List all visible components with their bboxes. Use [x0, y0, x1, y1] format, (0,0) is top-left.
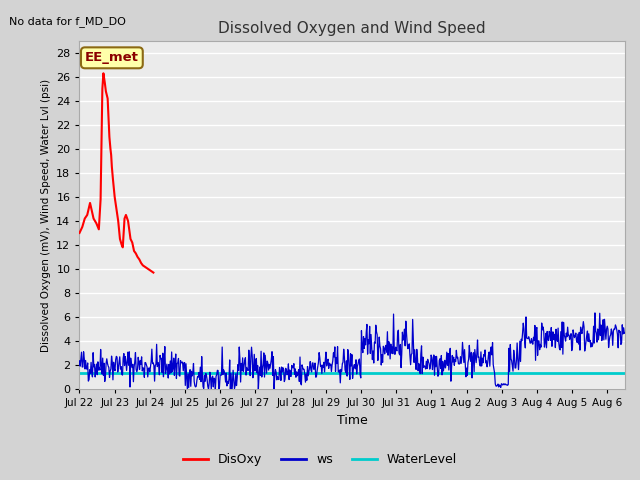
- Title: Dissolved Oxygen and Wind Speed: Dissolved Oxygen and Wind Speed: [218, 21, 486, 36]
- Legend: DisOxy, ws, WaterLevel: DisOxy, ws, WaterLevel: [178, 448, 462, 471]
- X-axis label: Time: Time: [337, 414, 367, 427]
- Text: EE_met: EE_met: [85, 51, 139, 64]
- Y-axis label: Dissolved Oxygen (mV), Wind Speed, Water Lvl (psi): Dissolved Oxygen (mV), Wind Speed, Water…: [41, 78, 51, 351]
- Text: No data for f_MD_DO: No data for f_MD_DO: [8, 16, 125, 27]
